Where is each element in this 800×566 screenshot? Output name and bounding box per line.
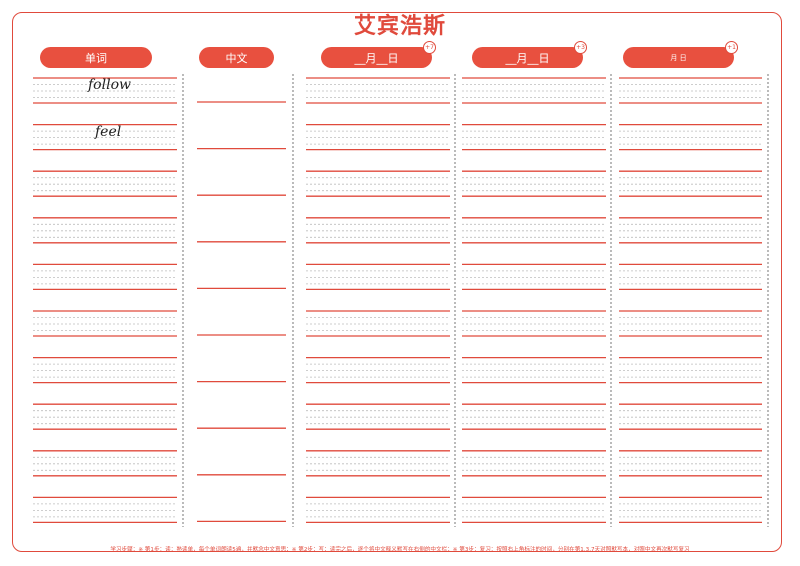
study-steps-footer: 学习步骤：※ 第1步：读：熟读单，每个单词朗读5遍，并默念中文意思；※ 第2步：… <box>110 547 690 553</box>
header-review-day3-label: __月__日 <box>505 51 550 65</box>
header-review-day1-label: 月 日 <box>670 53 687 62</box>
word-follow: follow <box>88 77 131 93</box>
page-title: 艾宾浩斯 <box>353 14 446 39</box>
header-review-day3: __月__日 <box>472 47 583 68</box>
badge-plus3: +3 <box>574 41 587 54</box>
header-chinese: 中文 <box>199 47 274 68</box>
badge-plus1: +1 <box>725 41 738 54</box>
header-review-day7: __月__日 <box>321 47 432 68</box>
header-word-label: 单词 <box>85 51 107 65</box>
header-word: 单词 <box>40 47 152 68</box>
word-feel: feel <box>95 124 122 140</box>
header-review-day1: 月 日 <box>623 47 734 68</box>
header-chinese-label: 中文 <box>225 51 248 65</box>
badge-plus7: +7 <box>423 41 436 54</box>
header-review-day7-label: __月__日 <box>354 51 399 65</box>
page-border <box>12 12 782 552</box>
